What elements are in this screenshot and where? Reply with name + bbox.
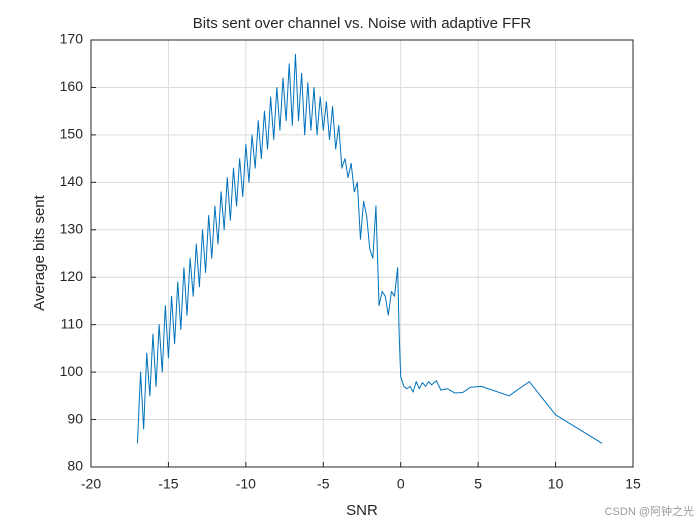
plot-area xyxy=(91,40,633,467)
x-axis-label: SNR xyxy=(346,502,378,519)
x-tick-label: -20 xyxy=(81,476,101,492)
x-tick-label: 15 xyxy=(625,476,641,492)
y-tick-label: 110 xyxy=(61,315,84,331)
y-tick-label: 100 xyxy=(60,363,84,379)
watermark: CSDN @阿钟之光 xyxy=(605,504,694,518)
x-tick-label: 0 xyxy=(397,476,405,492)
y-tick-label: 170 xyxy=(60,31,84,47)
y-tick-label: 160 xyxy=(60,78,84,94)
data-line xyxy=(136,53,603,444)
x-tick-label: -5 xyxy=(317,476,330,492)
y-tick-label: 120 xyxy=(60,268,84,284)
y-tick-label: 80 xyxy=(67,458,83,474)
lines xyxy=(136,53,603,444)
y-tick-label: 150 xyxy=(60,126,84,142)
x-tick-label: 5 xyxy=(474,476,482,492)
x-tick-label: 10 xyxy=(548,476,564,492)
y-axis-label: Average bits sent xyxy=(31,194,48,310)
axes-box xyxy=(90,39,634,468)
chart-title: Bits sent over channel vs. Noise with ad… xyxy=(193,15,532,32)
y-tick-label: 90 xyxy=(67,410,83,426)
x-tick-label: -15 xyxy=(158,476,178,492)
y-tick-label: 140 xyxy=(60,173,84,189)
y-tick-label: 130 xyxy=(60,220,84,236)
x-tick-label: -10 xyxy=(236,476,256,492)
